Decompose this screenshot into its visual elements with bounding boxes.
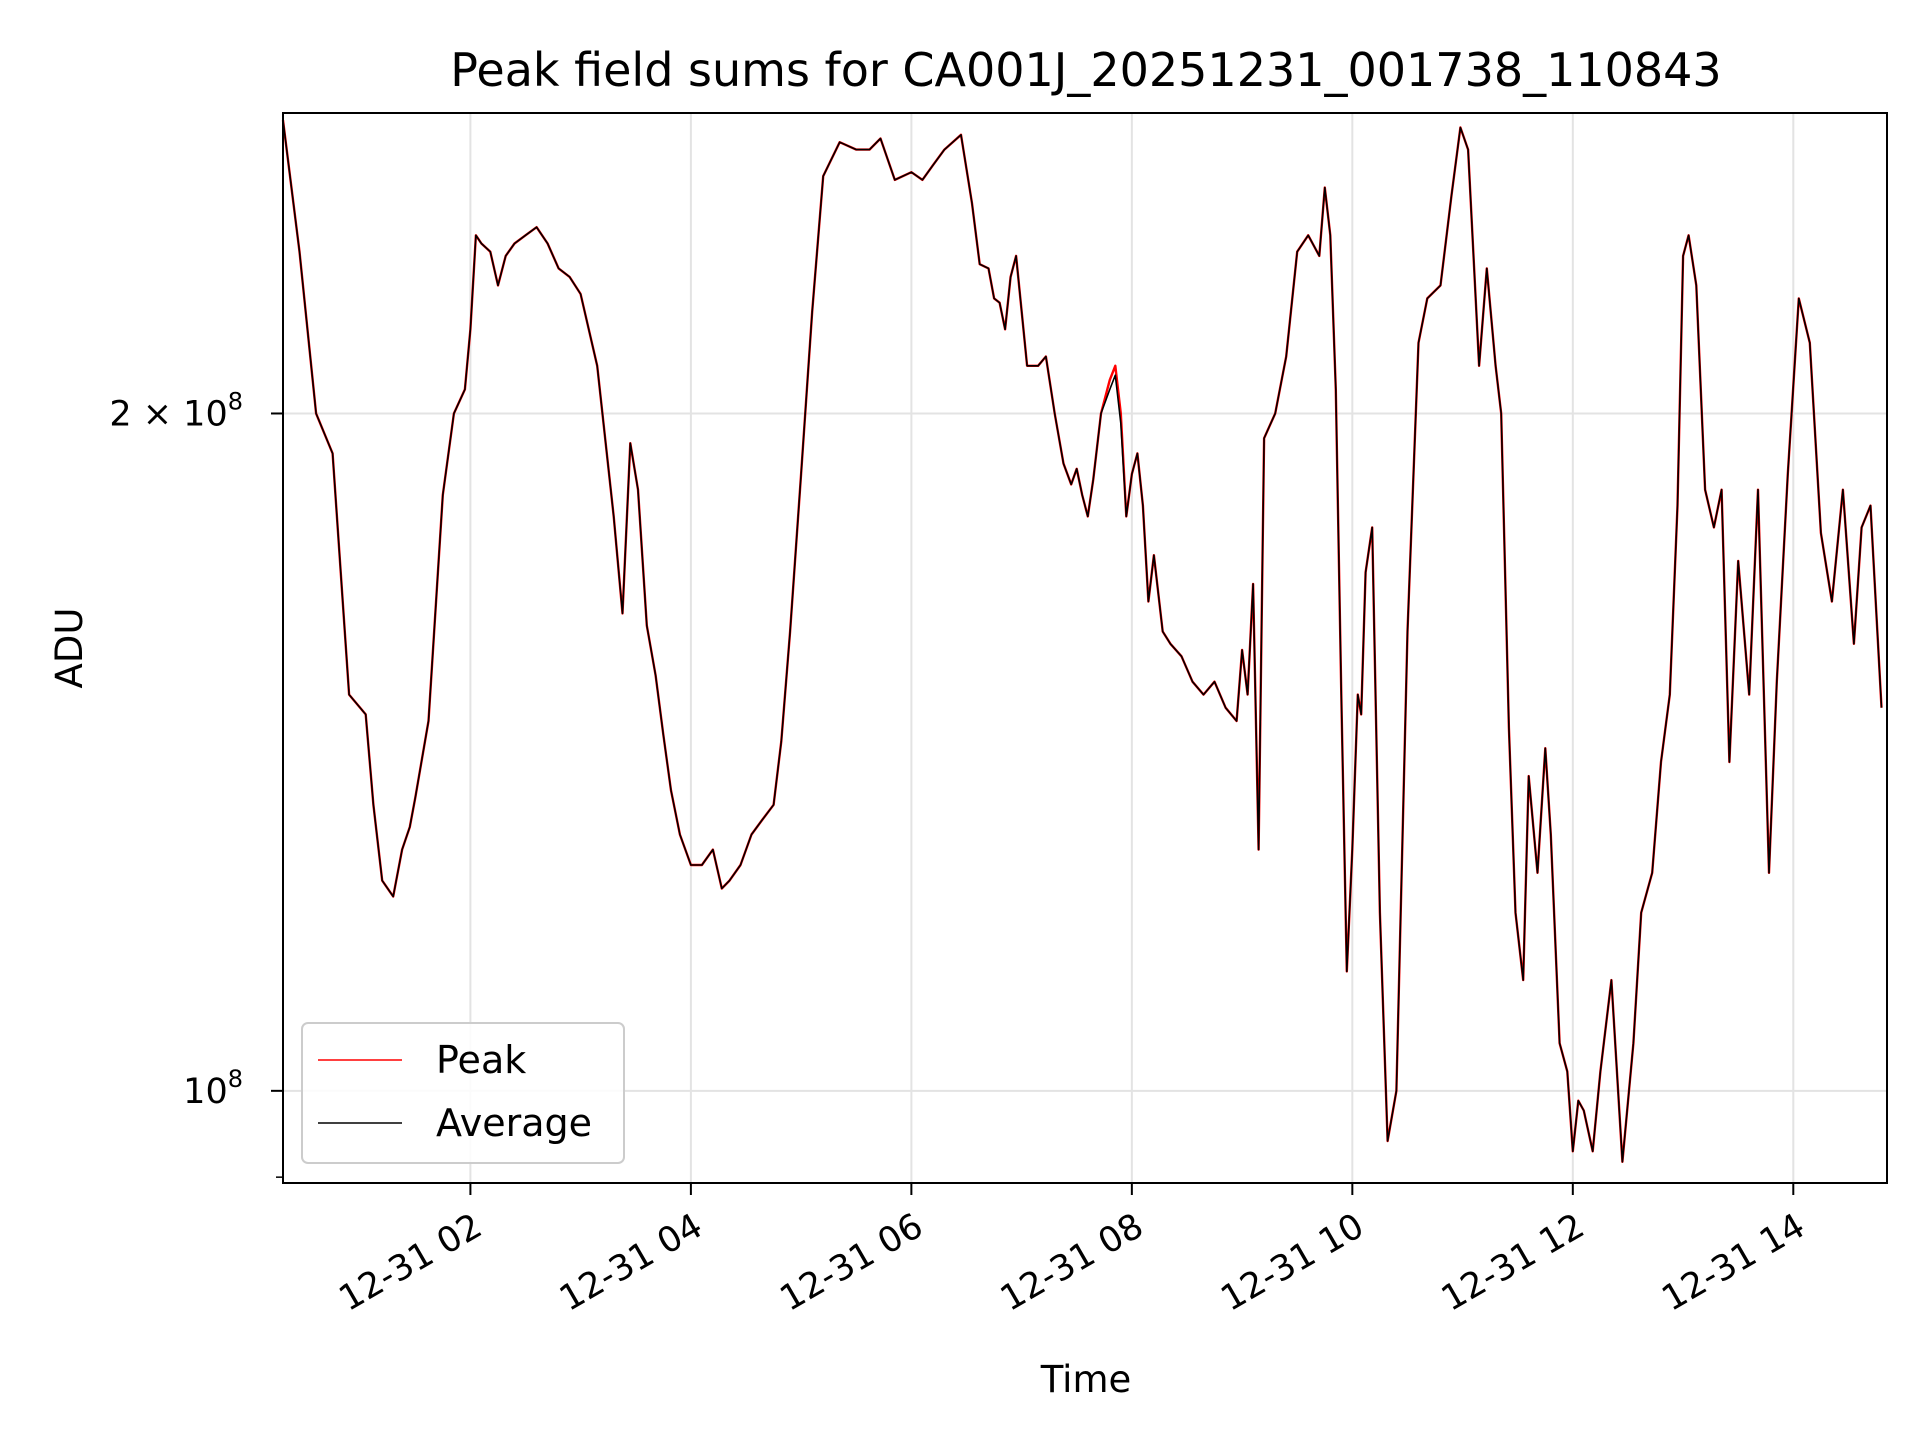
y-tick-label-0: 108 [183, 1065, 243, 1112]
legend-peak-label: Peak [436, 1038, 526, 1082]
y-tick-label-1: 2 × 108 [109, 387, 243, 434]
plot-frame [282, 112, 1888, 1184]
grid-lines [283, 113, 1887, 1183]
chart-title: Peak field sums for CA001J_20251231_0017… [450, 43, 1721, 97]
y-tick-exponent-0: 8 [228, 1065, 243, 1093]
series-layer [281, 120, 1883, 1164]
legend-box [301, 1022, 625, 1164]
series-line-average [282, 120, 1883, 1163]
legend: Peak Average [301, 1022, 625, 1164]
y-axis-ticks: 108 2 × 108 [109, 387, 283, 1178]
legend-average-label: Average [436, 1101, 592, 1145]
y-tick-exponent-1: 8 [228, 387, 243, 415]
x-axis-label: Time [1040, 1358, 1132, 1401]
y-axis-label: ADU [48, 608, 91, 689]
